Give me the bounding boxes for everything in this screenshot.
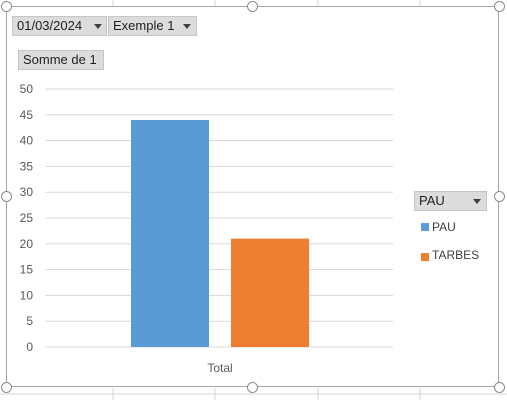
legend-swatch-tarbes — [421, 253, 429, 261]
resize-handle-top-right[interactable] — [494, 1, 505, 12]
legend-entry-tarbes: TARBES — [432, 248, 479, 262]
resize-handle-bottom-middle[interactable] — [247, 382, 258, 393]
resize-handle-bottom-right[interactable] — [494, 382, 505, 393]
legend-field-button[interactable]: PAU — [414, 191, 487, 211]
triangle-down-icon — [94, 24, 102, 29]
legend-label-pau: PAU — [432, 220, 456, 234]
example-filter-label: Exemple 1 — [113, 18, 175, 33]
legend-field-label: PAU — [419, 193, 445, 208]
value-field-button[interactable]: Somme de 1 — [18, 50, 104, 70]
resize-handle-middle-right[interactable] — [494, 191, 505, 202]
resize-handle-top-left[interactable] — [1, 1, 12, 12]
resize-handle-bottom-left[interactable] — [1, 382, 12, 393]
value-field-label: Somme de 1 — [23, 52, 97, 67]
triangle-down-icon — [183, 24, 191, 29]
resize-handle-top-middle[interactable] — [247, 1, 258, 12]
legend-swatch-pau — [421, 223, 429, 231]
date-filter-button[interactable]: 01/03/2024 — [12, 16, 107, 36]
legend-label-tarbes: TARBES — [432, 248, 480, 262]
date-filter-label: 01/03/2024 — [17, 18, 83, 33]
resize-handle-middle-left[interactable] — [1, 191, 12, 202]
example-filter-button[interactable]: Exemple 1 — [108, 16, 197, 36]
triangle-down-icon — [473, 199, 481, 204]
legend-entry-pau: PAU — [432, 220, 456, 234]
